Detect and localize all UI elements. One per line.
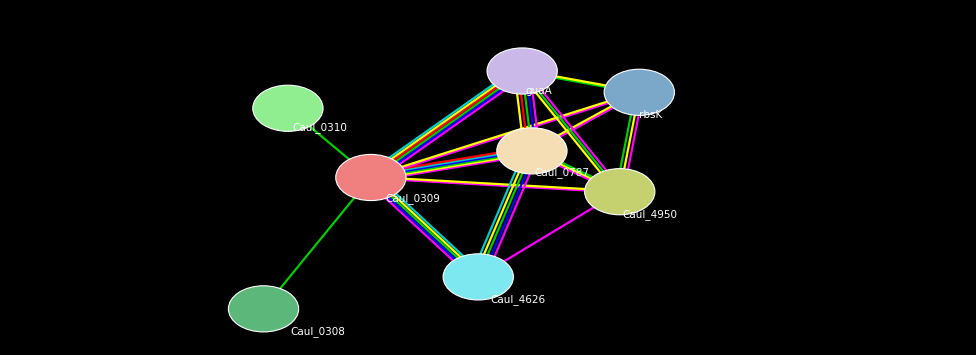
Ellipse shape bbox=[487, 48, 557, 94]
Ellipse shape bbox=[604, 69, 674, 115]
Text: Caul_0308: Caul_0308 bbox=[291, 327, 346, 337]
Ellipse shape bbox=[228, 286, 299, 332]
Ellipse shape bbox=[585, 169, 655, 215]
Text: Caul_4950: Caul_4950 bbox=[623, 209, 677, 220]
Text: Caul_4626: Caul_4626 bbox=[490, 295, 545, 305]
Text: Caul_0310: Caul_0310 bbox=[293, 122, 347, 133]
Ellipse shape bbox=[336, 154, 406, 201]
Text: Caul_0309: Caul_0309 bbox=[386, 193, 440, 204]
Ellipse shape bbox=[253, 85, 323, 131]
Text: rbsK: rbsK bbox=[639, 110, 663, 120]
Ellipse shape bbox=[443, 254, 513, 300]
Ellipse shape bbox=[497, 128, 567, 174]
Text: Caul_0787: Caul_0787 bbox=[535, 167, 590, 178]
Text: guaA: guaA bbox=[525, 86, 551, 95]
